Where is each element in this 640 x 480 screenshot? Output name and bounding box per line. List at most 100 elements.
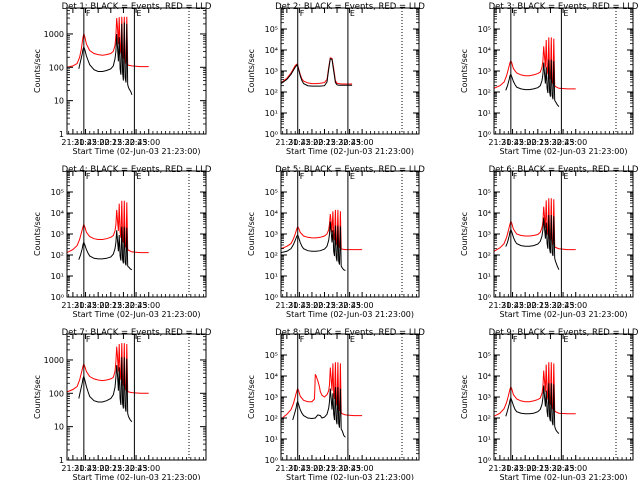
- marker-E-label: E: [350, 9, 355, 18]
- x-tick-label: 21:45: [74, 301, 97, 310]
- y-axis-label: Counts/sec: [460, 49, 469, 93]
- x-tick-label: 21:45: [501, 301, 524, 310]
- series-events-line: [281, 58, 353, 87]
- marker-F-label: F: [300, 335, 305, 344]
- x-tick-label: 23:00: [564, 301, 587, 310]
- x-tick-label: 21:45: [74, 464, 97, 473]
- y-tick-label: 10⁴: [265, 209, 278, 218]
- marker-F-label: F: [86, 335, 91, 344]
- x-tick-label: 22:00: [514, 138, 537, 147]
- series-lld-line: [494, 37, 576, 90]
- series-events-line: [78, 22, 133, 95]
- series-events-line: [78, 226, 133, 271]
- y-tick-label: 10¹: [478, 435, 491, 444]
- marker-E-label: E: [350, 335, 355, 344]
- marker-E-label: E: [563, 9, 568, 18]
- y-tick-label: 1000: [44, 356, 64, 365]
- x-tick-label: 22:30: [326, 464, 349, 473]
- marker-E-label: E: [350, 172, 355, 181]
- y-tick-label: 10⁴: [478, 209, 491, 218]
- x-tick-label: 22:30: [539, 301, 562, 310]
- x-tick-label: 22:00: [514, 301, 537, 310]
- x-tick-label: 23:00: [351, 138, 374, 147]
- x-axis-label: Start Time (02-Jun-03 21:23:00): [500, 310, 628, 319]
- x-tick-label: 21:45: [501, 464, 524, 473]
- x-tick-label: 22:45: [338, 464, 361, 473]
- y-tick-label: 10: [54, 97, 64, 106]
- series-events-line: [505, 383, 560, 434]
- y-tick-label: 10⁰: [478, 130, 491, 139]
- x-tick-label: 21:30: [488, 464, 511, 473]
- x-axis-label: Start Time (02-Jun-03 21:23:00): [286, 310, 414, 319]
- x-tick-label: 22:30: [326, 301, 349, 310]
- chart-title: Det 1: BLACK = Events, RED = LLD: [62, 2, 212, 12]
- y-axis-label: Counts/sec: [33, 375, 42, 419]
- plot-frame: [66, 333, 207, 461]
- y-tick-label: 10⁵: [478, 188, 491, 197]
- x-tick-label: 22:45: [552, 301, 575, 310]
- chart-title: Det 8: BLACK = Events, RED = LLD: [275, 328, 425, 338]
- y-tick-label: 1000: [44, 30, 64, 39]
- y-tick-label: 10¹: [51, 272, 64, 281]
- y-tick-label: 10⁰: [51, 293, 64, 302]
- marker-F-label: F: [513, 172, 518, 181]
- panel-det-2: F E 10⁰ 10¹ 10² 10³ 10⁴ 10⁵ 21:3021:4522:0022:15…: [247, 2, 425, 156]
- x-tick-label: 21:30: [61, 138, 84, 147]
- x-tick-label: 22:30: [112, 301, 135, 310]
- x-tick-label: 22:15: [313, 464, 336, 473]
- chart-title: Det 4: BLACK = Events, RED = LLD: [62, 165, 212, 175]
- series-events-line: [505, 214, 560, 270]
- x-tick-label: 22:00: [300, 464, 323, 473]
- series-lld-line: [281, 57, 353, 85]
- y-tick-label: 10³: [478, 230, 491, 239]
- x-tick-label: 21:45: [288, 301, 311, 310]
- marker-E-label: E: [136, 172, 141, 181]
- y-tick-label: 10⁴: [51, 209, 64, 218]
- y-tick-label: 10²: [265, 251, 278, 260]
- x-axis-label: Start Time (02-Jun-03 21:23:00): [286, 473, 414, 480]
- y-tick-label: 10⁰: [478, 456, 491, 465]
- panel-det-7: F E 1 10 100 1000 21:3021:4522:0022:1522:3022:…: [33, 328, 212, 480]
- panel-det-3: F E 10⁰ 10¹ 10² 10³ 10⁴ 10⁵ 21:3021:4522:0022:15…: [460, 2, 639, 156]
- chart-title: Det 9: BLACK = Events, RED = LLD: [489, 328, 639, 338]
- x-tick-label: 21:45: [288, 138, 311, 147]
- x-tick-label: 22:30: [326, 138, 349, 147]
- panel-det-4: F E 10⁰ 10¹ 10² 10³ 10⁴ 10⁵ 21:3021:4522:0022:15…: [33, 165, 212, 319]
- y-tick-label: 10⁵: [265, 188, 278, 197]
- x-tick-label: 21:30: [61, 301, 84, 310]
- x-tick-label: 23:00: [564, 138, 587, 147]
- x-tick-label: 22:15: [526, 138, 549, 147]
- x-tick-label: 22:00: [300, 301, 323, 310]
- x-tick-label: 22:45: [125, 138, 148, 147]
- panel-det-1: F E 1 10 100 1000 21:3021:4522:0022:1522:3022:…: [33, 2, 212, 156]
- y-tick-label: 10¹: [265, 109, 278, 118]
- x-tick-label: 22:00: [87, 464, 110, 473]
- series-events-line: [505, 59, 560, 108]
- y-tick-label: 10²: [265, 88, 278, 97]
- y-tick-label: 10²: [265, 414, 278, 423]
- x-tick-label: 21:30: [275, 138, 298, 147]
- panel-det-8: F E 10⁰ 10¹ 10² 10³ 10⁴ 10⁵ 21:3021:4522:0022:15…: [247, 328, 425, 480]
- y-tick-label: 10¹: [265, 272, 278, 281]
- series-lld-line: [281, 362, 363, 420]
- x-axis-label: Start Time (02-Jun-03 21:23:00): [73, 473, 201, 480]
- x-tick-label: 22:15: [99, 464, 122, 473]
- panel-det-6: F E 10⁰ 10¹ 10² 10³ 10⁴ 10⁵ 21:3021:4522:0022:15…: [460, 165, 639, 319]
- marker-F-label: F: [86, 172, 91, 181]
- y-tick-label: 10³: [478, 393, 491, 402]
- y-tick-label: 10¹: [265, 435, 278, 444]
- y-tick-label: 10⁰: [265, 130, 278, 139]
- y-tick-label: 10²: [51, 251, 64, 260]
- y-tick-label: 10²: [478, 414, 491, 423]
- x-tick-label: 22:15: [526, 301, 549, 310]
- series-events-line: [78, 357, 133, 423]
- y-tick-label: 10³: [265, 67, 278, 76]
- x-tick-label: 22:30: [539, 464, 562, 473]
- series-lld-line: [494, 362, 576, 417]
- x-tick-label: 22:00: [514, 464, 537, 473]
- x-tick-label: 21:30: [61, 464, 84, 473]
- x-tick-label: 22:45: [338, 138, 361, 147]
- x-tick-label: 22:45: [125, 464, 148, 473]
- marker-E-label: E: [563, 335, 568, 344]
